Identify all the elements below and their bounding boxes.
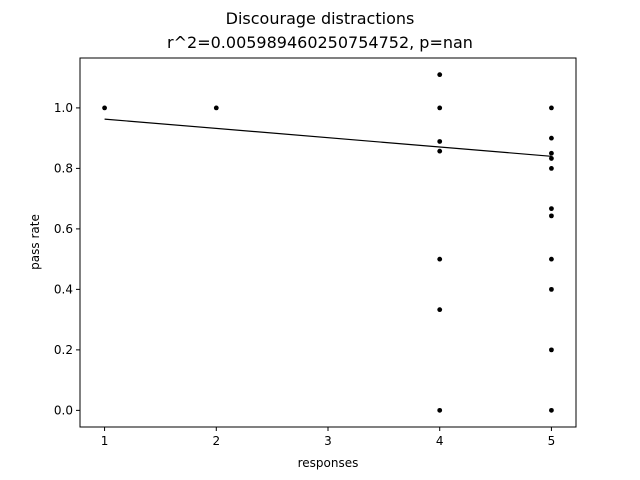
data-point [549, 407, 554, 413]
x-tick-label: 2 [212, 434, 220, 448]
chart-title: Discourage distractions [226, 9, 415, 28]
y-tick-label: 1.0 [54, 101, 73, 115]
data-point [437, 105, 443, 111]
data-point [437, 256, 443, 262]
data-point [549, 156, 554, 161]
data-point [549, 135, 554, 141]
regression-line [104, 118, 552, 157]
data-point [102, 105, 107, 111]
x-tick-label: 1 [101, 434, 109, 448]
data-point [549, 347, 554, 353]
y-axis: 0.0 0.2 0.4 0.6 0.8 1.0 [54, 101, 80, 417]
y-tick-label: 0.4 [54, 282, 73, 296]
data-point [549, 150, 554, 156]
y-tick-label: 0.2 [54, 343, 73, 357]
data-point [549, 213, 554, 219]
data-point [549, 206, 554, 212]
data-points [102, 72, 554, 413]
plot-area-frame [79, 57, 577, 428]
x-tick-label: 3 [324, 434, 332, 448]
data-point [437, 307, 443, 313]
x-axis-label: responses [298, 456, 359, 470]
data-point [437, 139, 443, 144]
data-point [549, 286, 554, 292]
data-point [437, 407, 443, 413]
x-tick-label: 5 [548, 434, 556, 448]
data-point [437, 148, 443, 154]
chart-subtitle: r^2=0.005989460250754752, p=nan [167, 33, 473, 52]
data-point [549, 105, 554, 111]
y-axis-label: pass rate [28, 214, 42, 270]
x-tick-label: 4 [436, 434, 444, 448]
y-tick-label: 0.0 [54, 403, 73, 417]
data-point [437, 72, 443, 78]
regression-line-group [104, 118, 552, 157]
data-point [213, 105, 219, 111]
y-tick-label: 0.6 [54, 222, 73, 236]
data-point [549, 256, 554, 262]
x-axis: 1 2 3 4 5 [101, 427, 555, 448]
data-point [549, 165, 554, 171]
y-tick-label: 0.8 [54, 161, 73, 175]
